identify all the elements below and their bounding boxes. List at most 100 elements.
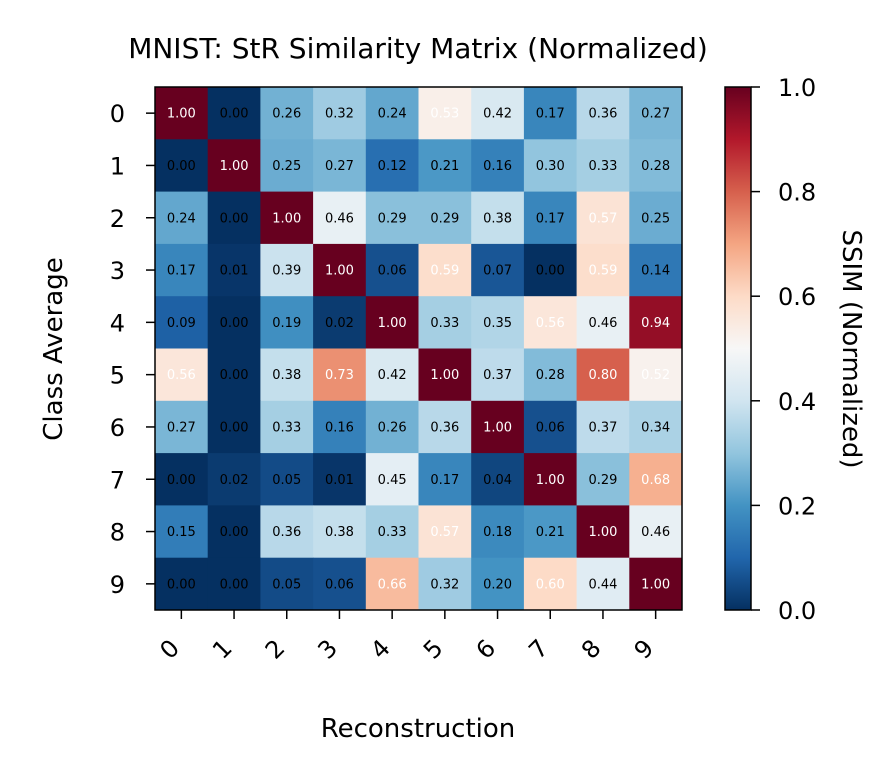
heatmap-cell [313, 296, 367, 349]
heatmap-cell [471, 453, 525, 506]
cell-value-label: 0.56 [536, 316, 565, 331]
x-tick-label: 1 [207, 634, 238, 665]
heatmap-cell [155, 139, 209, 193]
y-tick-label: 2 [110, 205, 125, 233]
cell-value-label: 0.17 [167, 264, 196, 279]
heatmap-cell [629, 139, 683, 193]
heatmap-cell [155, 400, 209, 454]
cell-value-label: 0.38 [483, 211, 512, 226]
heatmap-cell [313, 348, 367, 402]
cell-value-label: 0.57 [588, 211, 617, 226]
heatmap-cell [471, 400, 525, 454]
plot-frame [154, 86, 683, 611]
heatmap-cell [471, 87, 525, 140]
heatmap-cell [576, 348, 630, 402]
x-tick-label: 3 [312, 634, 343, 665]
cell-value-label: 0.17 [430, 473, 459, 488]
x-tick-label: 5 [418, 634, 449, 665]
heatmap-cell [207, 243, 261, 297]
cell-value-label: 0.33 [588, 159, 617, 174]
heatmap-cell [155, 505, 209, 559]
cell-value-label: 0.17 [536, 107, 565, 122]
heatmap-cell [523, 557, 578, 611]
colorbar-tick-label: 0.4 [778, 388, 816, 416]
heatmap-cell [523, 191, 578, 245]
heatmap-cell [418, 557, 472, 611]
cell-value-label: 0.52 [641, 368, 670, 383]
heatmap-cell [418, 139, 472, 193]
heatmap-cell [365, 505, 419, 559]
y-tick-label: 6 [110, 414, 125, 442]
cell-value-label: 0.94 [641, 316, 670, 331]
cell-value-label: 1.00 [641, 577, 670, 592]
cell-value-label: 0.00 [220, 420, 249, 435]
heatmap-cell [365, 557, 419, 611]
cell-value-label: 0.15 [167, 525, 196, 540]
heatmap-cell [260, 243, 314, 297]
cell-value-label: 0.02 [325, 316, 354, 331]
cell-value-label: 0.00 [220, 107, 249, 122]
cell-value-label: 0.12 [378, 159, 407, 174]
cell-value-label: 0.36 [272, 525, 301, 540]
cell-value-label: 0.16 [483, 159, 512, 174]
heatmap-cell [629, 87, 683, 140]
heatmap-cell [155, 348, 209, 402]
heatmap-cell [260, 191, 314, 245]
x-axis-label: Reconstruction [321, 714, 516, 744]
cell-value-label: 0.09 [167, 316, 196, 331]
cell-value-label: 0.33 [272, 420, 301, 435]
cell-value-label: 0.05 [272, 473, 301, 488]
heatmap-cell [629, 557, 683, 611]
cell-value-label: 0.33 [378, 525, 407, 540]
heatmap-cell [629, 296, 683, 349]
cell-value-label: 0.24 [378, 107, 407, 122]
cell-value-label: 0.02 [220, 473, 249, 488]
cell-value-label: 0.44 [588, 577, 617, 592]
heatmap-cell [260, 296, 314, 349]
heatmap-cell [418, 191, 472, 245]
heatmap-cell [523, 139, 578, 193]
cell-value-label: 0.73 [325, 368, 354, 383]
heatmap-cell [313, 557, 367, 611]
cell-value-label: 0.25 [641, 211, 670, 226]
heatmap-cell [365, 348, 419, 402]
heatmap-cell [418, 400, 472, 454]
heatmap-cell [207, 453, 261, 506]
y-tick-label: 8 [110, 519, 125, 547]
heatmap-cell [313, 87, 367, 140]
cell-value-label: 0.17 [536, 211, 565, 226]
chart-title: MNIST: StR Similarity Matrix (Normalized… [128, 32, 708, 65]
heatmap-cell [523, 505, 578, 559]
heatmap-cell [523, 87, 578, 140]
heatmap-cell [313, 139, 367, 193]
heatmap-cell [576, 243, 630, 297]
heatmap-cell [471, 348, 525, 402]
cell-value-label: 0.21 [536, 525, 565, 540]
cell-value-label: 0.42 [378, 368, 407, 383]
cell-value-label: 0.66 [378, 577, 407, 592]
cell-value-label: 0.32 [430, 577, 459, 592]
cell-value-label: 0.37 [483, 368, 512, 383]
cell-value-label: 0.26 [272, 107, 301, 122]
heatmap-cell [207, 505, 261, 559]
cell-value-label: 0.46 [588, 316, 617, 331]
heatmap-cell [365, 400, 419, 454]
heatmap-cell [471, 296, 525, 349]
heatmap-cell [260, 453, 314, 506]
colorbar-tick-label: 0.6 [778, 283, 816, 311]
heatmap-cell [260, 87, 314, 140]
heatmap-cell [365, 139, 419, 193]
heatmap-cell [418, 505, 472, 559]
cell-value-label: 0.00 [167, 159, 196, 174]
x-tick-label: 0 [154, 634, 185, 665]
cell-value-label: 0.04 [483, 473, 512, 488]
cell-value-label: 1.00 [483, 420, 512, 435]
cell-value-label: 0.28 [641, 159, 670, 174]
heatmap-cell [313, 400, 367, 454]
cell-value-label: 0.21 [430, 159, 459, 174]
heatmap-cell [365, 243, 419, 297]
cell-value-label: 0.06 [325, 577, 354, 592]
cell-value-label: 0.25 [272, 159, 301, 174]
heatmap-cell [260, 139, 314, 193]
cell-value-label: 0.01 [220, 264, 249, 279]
